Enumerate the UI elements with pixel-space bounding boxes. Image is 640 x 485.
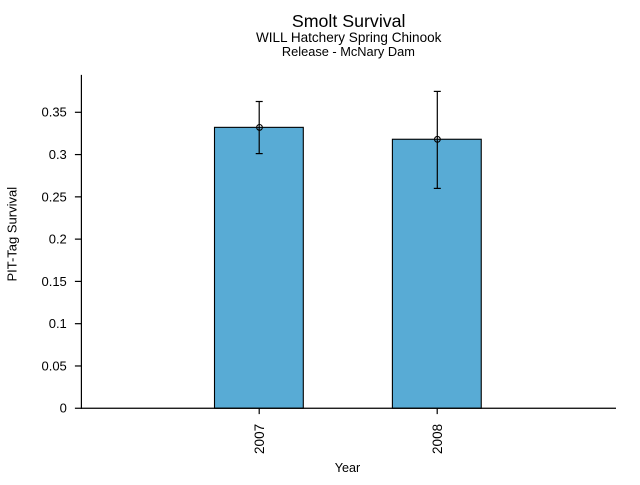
svg-text:0.2: 0.2	[49, 232, 67, 247]
svg-text:Smolt Survival: Smolt Survival	[292, 11, 406, 31]
svg-text:0: 0	[60, 401, 67, 416]
svg-text:2007: 2007	[252, 424, 267, 454]
svg-text:0.15: 0.15	[41, 274, 66, 289]
svg-text:Year: Year	[335, 461, 360, 475]
svg-text:0.35: 0.35	[41, 105, 66, 120]
svg-text:Release - McNary Dam: Release - McNary Dam	[282, 44, 415, 59]
svg-text:0.3: 0.3	[49, 147, 67, 162]
svg-text:0.1: 0.1	[49, 316, 67, 331]
svg-text:0.25: 0.25	[41, 189, 66, 204]
svg-text:2008: 2008	[430, 424, 445, 454]
svg-text:PIT-Tag Survival: PIT-Tag Survival	[4, 187, 19, 282]
svg-text:0.05: 0.05	[41, 358, 66, 373]
svg-text:WILL Hatchery Spring Chinook: WILL Hatchery Spring Chinook	[256, 30, 442, 45]
